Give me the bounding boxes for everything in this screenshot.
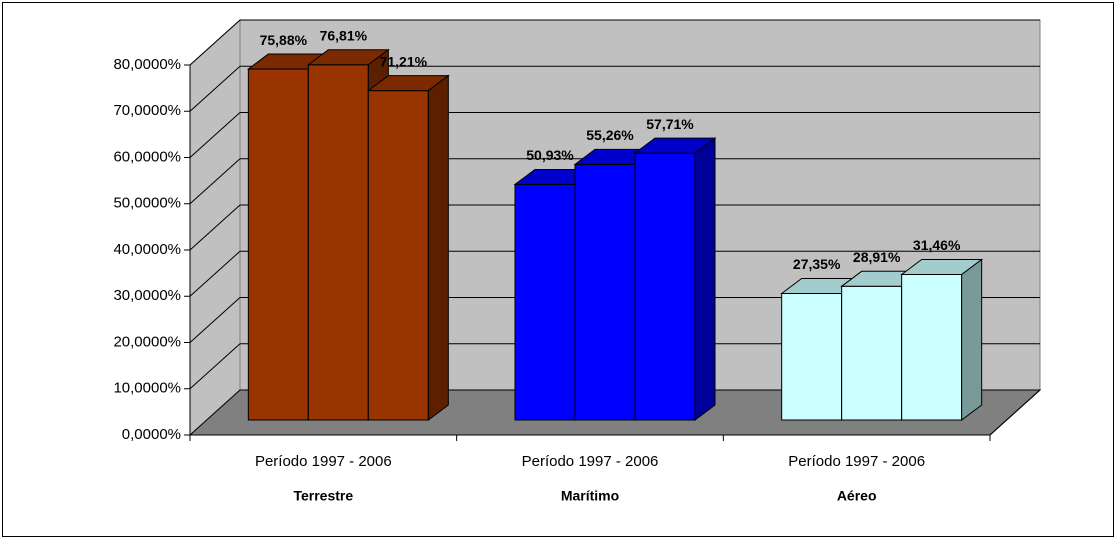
x-tick-label: Período 1997 - 2006	[522, 453, 659, 470]
grid-line	[189, 250, 241, 297]
x-tick-label: Período 1997 - 2006	[788, 453, 925, 470]
value-label: 27,35%	[793, 256, 841, 272]
bar-front	[901, 273, 963, 421]
bar-front	[781, 293, 843, 421]
value-label: 57,71%	[646, 116, 694, 132]
bar-side	[961, 258, 983, 421]
y-tick-label: 20,0000%	[113, 333, 181, 350]
x-tick-label: Período 1997 - 2006	[255, 453, 392, 470]
grid-line	[189, 65, 241, 112]
y-tick-label: 0,0000%	[122, 426, 181, 443]
y-tick-label: 10,0000%	[113, 380, 181, 397]
grid-line	[189, 112, 241, 158]
y-tick-label: 30,0000%	[113, 287, 181, 304]
bar-front	[634, 152, 696, 421]
value-label: 55,26%	[586, 127, 634, 143]
grid-line	[189, 158, 241, 205]
bar-front	[247, 68, 309, 421]
y-tick-label: 60,0000%	[113, 148, 181, 165]
group-label: Marítimo	[561, 488, 619, 504]
group-label: Terrestre	[293, 488, 353, 504]
bar-side	[694, 137, 716, 421]
group-label: Aéreo	[837, 488, 877, 504]
bars	[246, 48, 984, 421]
bar-side	[427, 74, 449, 421]
y-tick-label: 50,0000%	[113, 195, 181, 212]
bar-front	[574, 163, 636, 421]
grid-line	[189, 19, 241, 66]
value-label: 71,21%	[380, 53, 428, 69]
bar-front	[514, 183, 576, 421]
bar-front	[367, 90, 429, 421]
bar-front	[841, 285, 903, 421]
floor-edge	[989, 389, 1041, 436]
value-label: 50,93%	[526, 147, 574, 163]
y-tick-label: 80,0000%	[113, 56, 181, 73]
value-label: 75,88%	[260, 32, 308, 48]
value-label: 28,91%	[853, 249, 901, 265]
value-label: 31,46%	[913, 237, 961, 253]
y-tick-label: 70,0000%	[113, 102, 181, 119]
grid-line	[189, 204, 241, 251]
y-tick-label: 40,0000%	[113, 241, 181, 258]
bar-front	[307, 64, 369, 421]
grid-line	[189, 343, 241, 390]
grid-line	[189, 297, 241, 343]
value-label: 76,81%	[320, 27, 368, 43]
